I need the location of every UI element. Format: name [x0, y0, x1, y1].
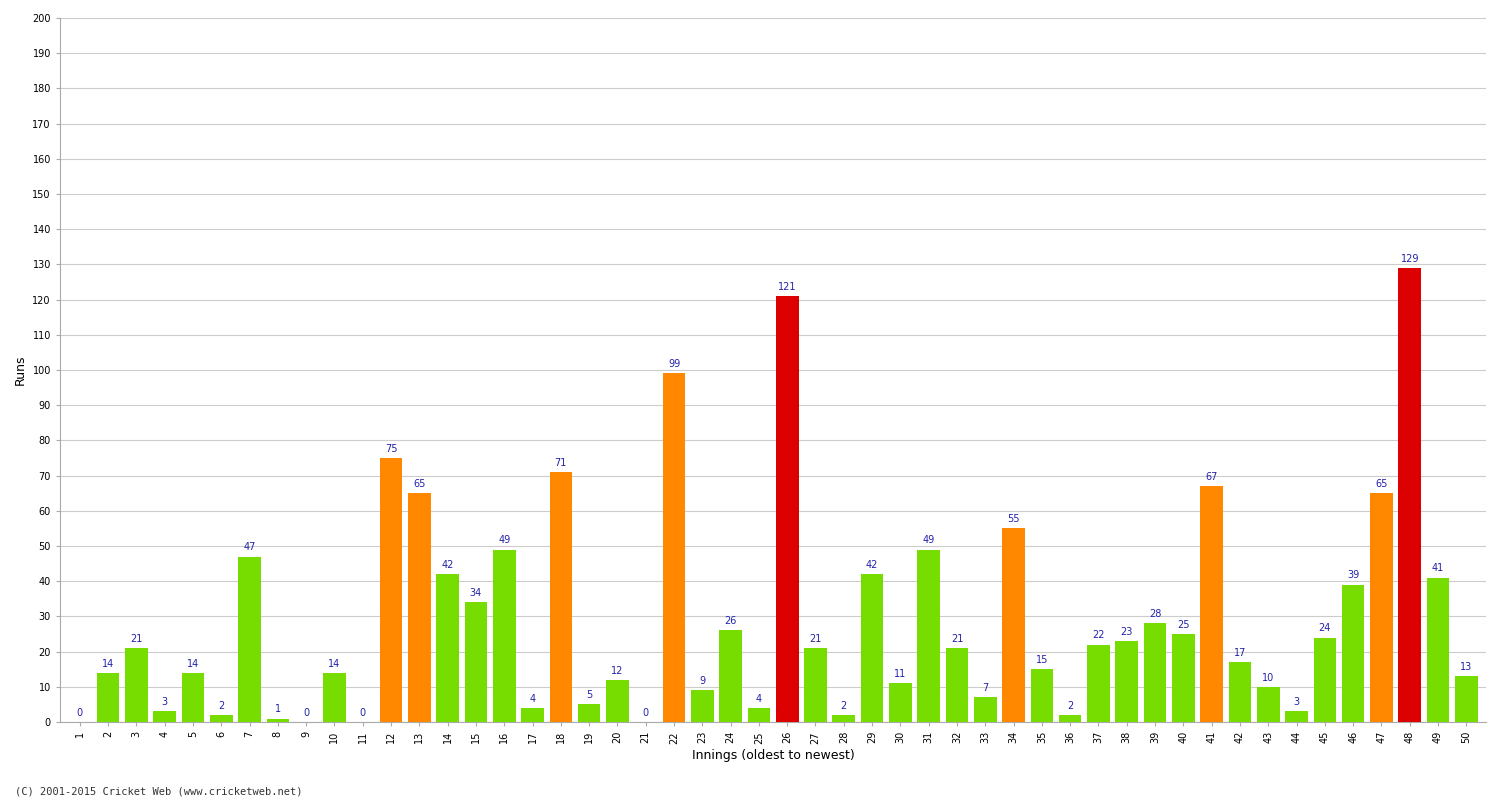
Text: 7: 7	[982, 683, 988, 693]
Text: 14: 14	[328, 658, 340, 669]
Bar	[98, 673, 120, 722]
Text: 3: 3	[1293, 698, 1299, 707]
Bar	[1116, 641, 1138, 722]
Text: 12: 12	[610, 666, 624, 675]
Bar	[1455, 676, 1478, 722]
Text: 129: 129	[1401, 254, 1419, 264]
Text: 42: 42	[441, 560, 454, 570]
Text: 21: 21	[130, 634, 142, 644]
Bar	[182, 673, 204, 722]
Bar	[210, 715, 232, 722]
Text: 13: 13	[1460, 662, 1473, 672]
Bar	[1286, 711, 1308, 722]
Bar	[1088, 645, 1110, 722]
Text: 1: 1	[274, 704, 280, 714]
Text: 14: 14	[102, 658, 114, 669]
Text: 9: 9	[699, 676, 705, 686]
Text: 99: 99	[668, 359, 680, 370]
Bar	[1257, 687, 1280, 722]
Bar	[945, 648, 969, 722]
Text: 0: 0	[360, 708, 366, 718]
Text: 15: 15	[1035, 655, 1048, 665]
Bar	[747, 708, 770, 722]
Bar	[520, 708, 544, 722]
Text: 4: 4	[756, 694, 762, 704]
Bar	[1314, 638, 1336, 722]
Bar	[1059, 715, 1082, 722]
Text: 11: 11	[894, 669, 906, 679]
X-axis label: Innings (oldest to newest): Innings (oldest to newest)	[692, 749, 855, 762]
Text: 65: 65	[1376, 479, 1388, 489]
Bar	[408, 493, 430, 722]
Bar	[153, 711, 176, 722]
Bar	[436, 574, 459, 722]
Text: 39: 39	[1347, 570, 1359, 581]
Y-axis label: Runs: Runs	[13, 354, 27, 386]
Bar	[1370, 493, 1392, 722]
Bar	[776, 296, 798, 722]
Bar	[124, 648, 147, 722]
Bar	[1398, 268, 1420, 722]
Bar	[465, 602, 488, 722]
Text: 42: 42	[865, 560, 879, 570]
Bar	[267, 718, 290, 722]
Text: 0: 0	[303, 708, 309, 718]
Text: 17: 17	[1233, 648, 1246, 658]
Bar	[494, 550, 516, 722]
Bar	[322, 673, 346, 722]
Text: 10: 10	[1262, 673, 1275, 682]
Text: 2: 2	[840, 701, 848, 710]
Text: 55: 55	[1008, 514, 1020, 524]
Bar	[663, 374, 686, 722]
Text: 71: 71	[555, 458, 567, 468]
Bar	[1030, 670, 1053, 722]
Text: 75: 75	[386, 444, 398, 454]
Text: 47: 47	[243, 542, 255, 552]
Bar	[1426, 578, 1449, 722]
Text: 24: 24	[1318, 623, 1330, 634]
Text: 67: 67	[1206, 472, 1218, 482]
Text: 121: 121	[778, 282, 796, 292]
Text: 14: 14	[188, 658, 200, 669]
Bar	[918, 550, 940, 722]
Bar	[1002, 528, 1025, 722]
Text: 2: 2	[217, 701, 225, 710]
Text: 0: 0	[76, 708, 82, 718]
Text: 41: 41	[1432, 563, 1444, 574]
Text: 3: 3	[162, 698, 168, 707]
Text: 22: 22	[1092, 630, 1104, 640]
Text: 34: 34	[470, 588, 482, 598]
Bar	[890, 683, 912, 722]
Bar	[380, 458, 402, 722]
Bar	[578, 705, 600, 722]
Text: 26: 26	[724, 616, 736, 626]
Text: 21: 21	[951, 634, 963, 644]
Bar	[804, 648, 826, 722]
Text: 49: 49	[922, 535, 934, 546]
Bar	[1143, 623, 1167, 722]
Bar	[1172, 634, 1194, 722]
Bar	[692, 690, 714, 722]
Text: 21: 21	[810, 634, 822, 644]
Bar	[1342, 585, 1365, 722]
Text: 25: 25	[1178, 620, 1190, 630]
Bar	[720, 630, 742, 722]
Bar	[974, 698, 996, 722]
Bar	[549, 472, 572, 722]
Text: 0: 0	[642, 708, 650, 718]
Bar	[1228, 662, 1251, 722]
Text: 2: 2	[1066, 701, 1074, 710]
Bar	[238, 557, 261, 722]
Bar	[1200, 486, 1222, 722]
Text: 28: 28	[1149, 610, 1161, 619]
Text: (C) 2001-2015 Cricket Web (www.cricketweb.net): (C) 2001-2015 Cricket Web (www.cricketwe…	[15, 786, 303, 796]
Bar	[861, 574, 883, 722]
Text: 5: 5	[586, 690, 592, 700]
Bar	[606, 680, 628, 722]
Text: 23: 23	[1120, 627, 1132, 637]
Text: 49: 49	[498, 535, 510, 546]
Bar	[833, 715, 855, 722]
Text: 65: 65	[413, 479, 426, 489]
Text: 4: 4	[530, 694, 536, 704]
